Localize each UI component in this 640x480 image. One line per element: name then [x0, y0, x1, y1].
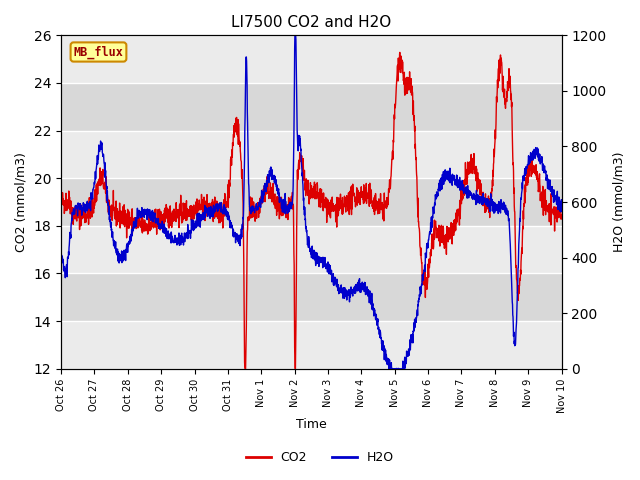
Y-axis label: H2O (mmol/m3): H2O (mmol/m3)	[612, 152, 625, 252]
Bar	[61, 178, 561, 226]
Title: LI7500 CO2 and H2O: LI7500 CO2 and H2O	[231, 15, 392, 30]
Bar	[61, 131, 561, 178]
X-axis label: Time: Time	[296, 419, 326, 432]
Y-axis label: CO2 (mmol/m3): CO2 (mmol/m3)	[15, 152, 28, 252]
Legend: CO2, H2O: CO2, H2O	[241, 446, 399, 469]
Bar	[61, 226, 561, 274]
Bar	[61, 36, 561, 83]
Text: MB_flux: MB_flux	[74, 45, 124, 59]
Bar	[61, 274, 561, 321]
Bar	[61, 321, 561, 369]
Bar	[61, 83, 561, 131]
